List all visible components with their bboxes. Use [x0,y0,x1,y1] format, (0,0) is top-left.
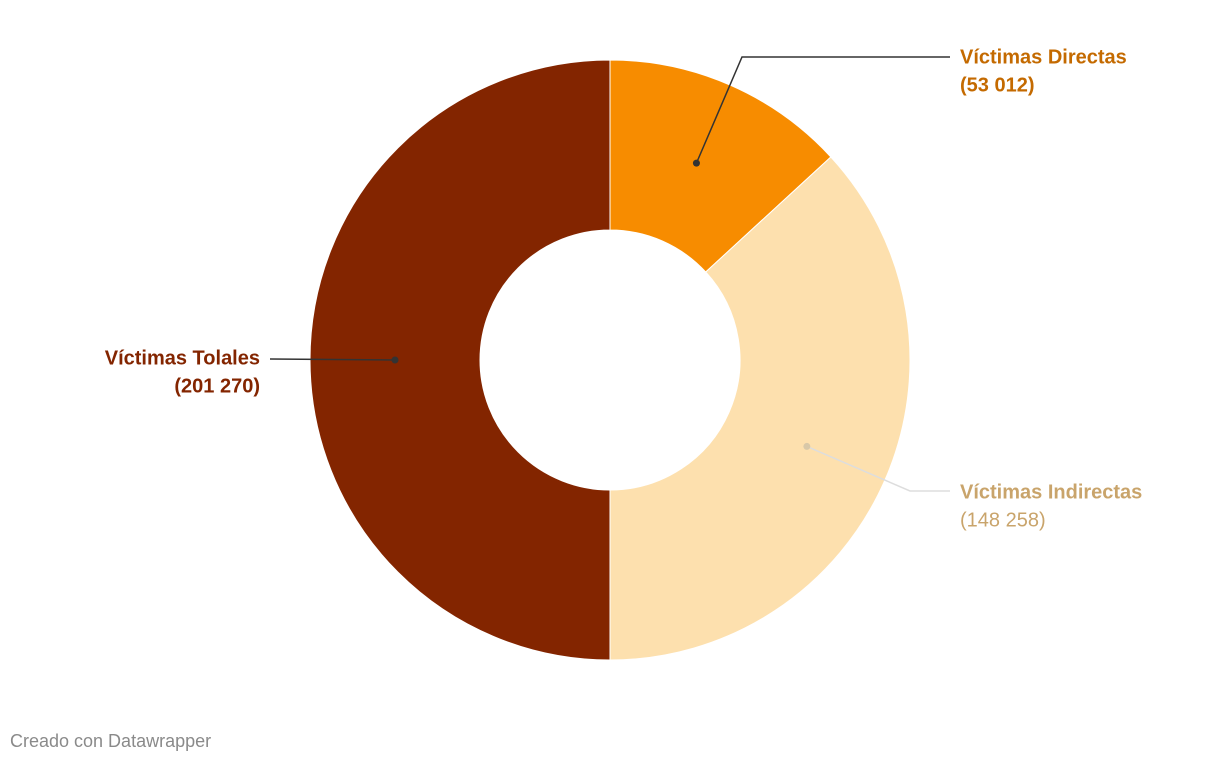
leader-line [695,56,950,164]
credit: Creado con Datawrapper [10,731,211,751]
slice-label: Víctimas Tolales [105,347,260,369]
donut-slice [609,59,832,273]
leader-line [269,358,396,361]
leader-dot [803,442,811,450]
slice-label: Víctimas Directas [960,46,1127,68]
donut-slice [309,59,611,661]
leader-dot [391,356,399,364]
donut-slice [609,156,911,661]
value-label: (148 258) [960,509,1046,531]
value-label: (201 270) [174,375,260,397]
leader-dot [692,159,700,167]
slice-label: Víctimas Indirectas [960,481,1142,503]
value-label: (53 012) [960,74,1035,96]
leader-line [806,445,950,492]
